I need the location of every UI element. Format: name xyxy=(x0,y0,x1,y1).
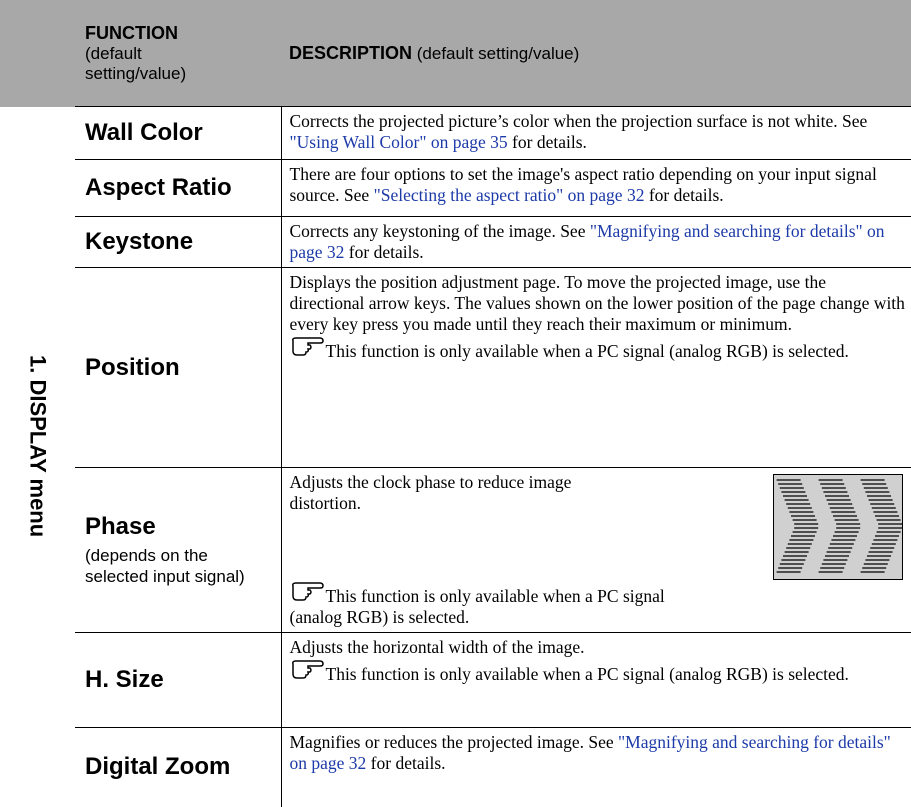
note-icon xyxy=(291,582,324,601)
function-name: Wall Color xyxy=(85,119,203,146)
function-name: Keystone xyxy=(85,228,194,255)
header-description-subtitle: (default setting/value) xyxy=(416,43,580,63)
header-row: FUNCTION (default setting/value) DESCRIP… xyxy=(0,0,911,107)
function-name: Aspect Ratio xyxy=(85,174,232,201)
note-icon xyxy=(291,337,324,356)
note: This function is only available when a P… xyxy=(290,658,906,685)
description-cell: Magnifies or reduces the projected image… xyxy=(281,727,911,807)
function-cell: Aspect Ratio xyxy=(75,159,282,217)
description-text: Adjusts the clock phase to reduce image … xyxy=(289,472,572,513)
description: Corrects any keystoning of the image. Se… xyxy=(290,221,906,263)
description-link: "Using Wall Color" on page 35 xyxy=(289,132,508,152)
description-link: "Magnifying and searching for details" o… xyxy=(289,732,891,773)
header-function-subtitle: (default setting/value) xyxy=(85,43,187,83)
row: Digital Zoom Magnifies or reduces the pro… xyxy=(0,727,911,807)
description-cell: Displays the position adjustment page. T… xyxy=(281,267,911,468)
description-text: for details. xyxy=(344,242,424,262)
function-name-note: (depends on the selected input signal) xyxy=(85,546,245,586)
function-cell: Wall Color xyxy=(75,106,282,160)
description-text: There are four options to set the image'… xyxy=(289,164,877,205)
description: Displays the position adjustment page. T… xyxy=(290,272,906,335)
description: Magnifies or reduces the projected image… xyxy=(290,732,906,774)
row: Wall Color Corrects the projected picture… xyxy=(0,106,911,160)
row: Aspect Ratio There are four options to se… xyxy=(0,159,911,217)
header-function-title: FUNCTION xyxy=(85,22,178,43)
note-text: This function is only available when a P… xyxy=(289,586,665,627)
note-icon xyxy=(291,660,324,679)
description-text: Adjusts the horizontal width of the imag… xyxy=(289,637,585,657)
function-name: Position xyxy=(85,353,180,381)
description-text: for details. xyxy=(366,753,446,773)
section-label: 1. DISPLAY menu xyxy=(25,354,51,538)
function-name: Digital Zoom xyxy=(85,753,231,781)
note-text: This function is only available when a P… xyxy=(325,664,849,684)
note: This function is only available when a P… xyxy=(290,580,690,628)
row: Position Displays the position adjustment… xyxy=(0,267,911,468)
description-cell: Corrects any keystoning of the image. Se… xyxy=(281,216,911,268)
description-link: "Selecting the aspect ratio" on page 32 xyxy=(373,185,645,205)
description: Adjusts the clock phase to reduce image … xyxy=(290,472,620,514)
description-link: "Magnifying and searching for details" o… xyxy=(289,221,885,262)
row: H. Size Adjusts the horizontal width of t… xyxy=(0,632,911,728)
row: Phase (depends on the selected input sign… xyxy=(0,467,911,633)
description-text: for details. xyxy=(507,132,587,152)
row: Keystone Corrects any keystoning of the i… xyxy=(0,216,911,268)
function-cell: Digital Zoom xyxy=(75,727,282,807)
phase-illustration xyxy=(773,474,903,580)
description-text: Displays the position adjustment page. T… xyxy=(289,272,905,334)
function-cell: Position xyxy=(75,267,282,468)
description: Adjusts the horizontal width of the imag… xyxy=(290,637,906,658)
note-text: This function is only available when a P… xyxy=(325,341,849,361)
function-cell: Phase (depends on the selected input sign… xyxy=(75,467,282,633)
function-cell: H. Size xyxy=(75,632,282,728)
description-cell: Adjusts the horizontal width of the imag… xyxy=(281,632,911,728)
description-text: Corrects any keystoning of the image. Se… xyxy=(289,221,590,241)
function-cell: Keystone xyxy=(75,216,282,268)
description-text: Magnifies or reduces the projected image… xyxy=(289,732,618,752)
description-cell: Adjusts the clock phase to reduce image … xyxy=(281,467,911,633)
description-cell: There are four options to set the image'… xyxy=(281,159,911,217)
description-cell: Corrects the projected picture’s color w… xyxy=(281,106,911,160)
function-name: H. Size xyxy=(85,666,164,693)
section-label-box: 1. DISPLAY menu xyxy=(0,105,75,787)
function-name: Phase xyxy=(85,513,156,540)
description-text: for details. xyxy=(644,185,724,205)
description: There are four options to set the image'… xyxy=(290,164,906,206)
note: This function is only available when a P… xyxy=(290,335,906,362)
header-description-title: DESCRIPTION xyxy=(289,42,413,63)
description-text: Corrects the projected picture’s color w… xyxy=(289,111,868,131)
description: Corrects the projected picture’s color w… xyxy=(290,111,906,153)
